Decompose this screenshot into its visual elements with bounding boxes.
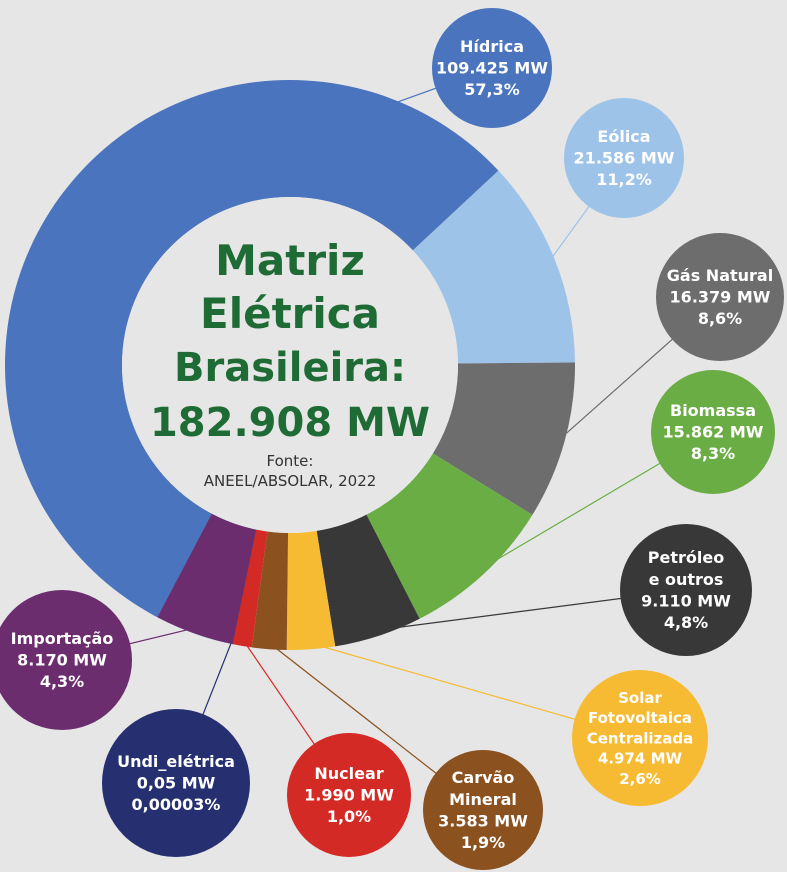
bubble-label: Eólica <box>597 127 650 146</box>
bubble-percent: 2,6% <box>619 770 661 788</box>
bubble-label: Nuclear <box>314 764 383 783</box>
label-bubble: Nuclear 1.990 MW 1,0% <box>287 733 411 857</box>
center-label: Matriz Elétrica Brasileira: 182.908 MW F… <box>150 236 430 490</box>
label-bubble: Undi_elétrica 0,05 MW 0,00003% <box>102 709 250 857</box>
label-bubbles: Hídrica 109.425 MW 57,3% Eólica 21.586 MW 11,… <box>0 8 784 870</box>
bubble-percent: 11,2% <box>596 170 652 189</box>
bubble-circle <box>651 370 775 494</box>
center-title-line-1: Matriz <box>215 236 365 285</box>
bubble-label: Solar <box>618 689 662 707</box>
bubble-percent: 1,9% <box>461 833 505 852</box>
bubble-label: Fotovoltaica <box>588 709 692 727</box>
bubble-mw: 1.990 MW <box>304 786 394 805</box>
slice-solar-fotovoltaica-centralizada <box>286 530 336 650</box>
bubble-percent: 0,00003% <box>132 795 221 814</box>
bubble-label: Hídrica <box>460 37 524 56</box>
bubble-percent: 4,3% <box>40 672 84 691</box>
bubble-circle <box>432 8 552 128</box>
bubble-mw: 8.170 MW <box>17 651 107 670</box>
slice-h-drica <box>4 79 499 645</box>
slice-importa-o <box>157 513 257 645</box>
center-title-line-3: Brasileira: <box>174 345 406 391</box>
bubble-mw: 4.974 MW <box>598 750 683 768</box>
label-bubble: Carvão Mineral 3.583 MW 1,9% <box>423 750 543 870</box>
bubble-mw: 109.425 MW <box>436 59 548 78</box>
bubble-label: Carvão <box>452 768 515 787</box>
bubble-percent: 8,6% <box>698 309 742 328</box>
donut-hole <box>122 197 458 533</box>
slice-petr-leo-e-outros <box>316 514 420 647</box>
label-bubble: Hídrica 109.425 MW 57,3% <box>432 8 552 128</box>
bubble-mw: 15.862 MW <box>663 423 764 442</box>
slice-e-lica <box>412 170 575 364</box>
bubble-label: Gás Natural <box>667 266 773 285</box>
label-bubble: Importação 8.170 MW 4,3% <box>0 590 132 730</box>
label-bubble: Gás Natural 16.379 MW 8,6% <box>656 233 784 361</box>
bubble-label: Biomassa <box>670 401 756 420</box>
bubble-label: Mineral <box>449 790 517 809</box>
bubble-mw: 16.379 MW <box>670 288 771 307</box>
bubble-label: Centralizada <box>587 729 694 747</box>
bubble-percent: 4,8% <box>664 613 708 632</box>
bubble-label: e outros <box>649 570 724 589</box>
bubble-circle <box>423 750 543 870</box>
bubble-mw: 9.110 MW <box>641 591 731 610</box>
center-source: ANEEL/ABSOLAR, 2022 <box>204 472 377 490</box>
bubble-percent: 57,3% <box>464 80 520 99</box>
slice-nuclear <box>232 529 268 648</box>
label-bubble: Biomassa 15.862 MW 8,3% <box>651 370 775 494</box>
bubble-circle <box>0 590 132 730</box>
slice-biomassa <box>366 453 533 619</box>
slice-carv-o-mineral <box>251 531 289 650</box>
bubble-circle <box>287 733 411 857</box>
bubble-label: Undi_elétrica <box>117 752 235 771</box>
bubble-mw: 3.583 MW <box>438 811 528 830</box>
bubble-circle <box>102 709 250 857</box>
bubble-circle <box>572 670 708 806</box>
slice-g-s-natural <box>432 362 576 515</box>
donut-slices <box>4 79 576 650</box>
bubble-circle <box>656 233 784 361</box>
bubble-circle <box>620 524 752 656</box>
bubble-circle <box>564 98 684 218</box>
center-title-line-2: Elétrica <box>200 289 380 338</box>
label-bubble: Solar Fotovoltaica Centralizada 4.974 MW 2,6… <box>572 670 708 806</box>
bubble-label: Importação <box>11 629 114 648</box>
bubble-percent: 8,3% <box>691 444 735 463</box>
bubble-percent: 1,0% <box>327 807 371 826</box>
label-bubble: Petróleo e outros 9.110 MW 4,8% <box>620 524 752 656</box>
bubble-mw: 0,05 MW <box>137 774 216 793</box>
center-total: 182.908 MW <box>150 400 430 446</box>
bubble-label: Petróleo <box>648 548 724 567</box>
center-source-label: Fonte: <box>267 452 314 470</box>
bubble-mw: 21.586 MW <box>574 149 675 168</box>
label-bubble: Eólica 21.586 MW 11,2% <box>564 98 684 218</box>
